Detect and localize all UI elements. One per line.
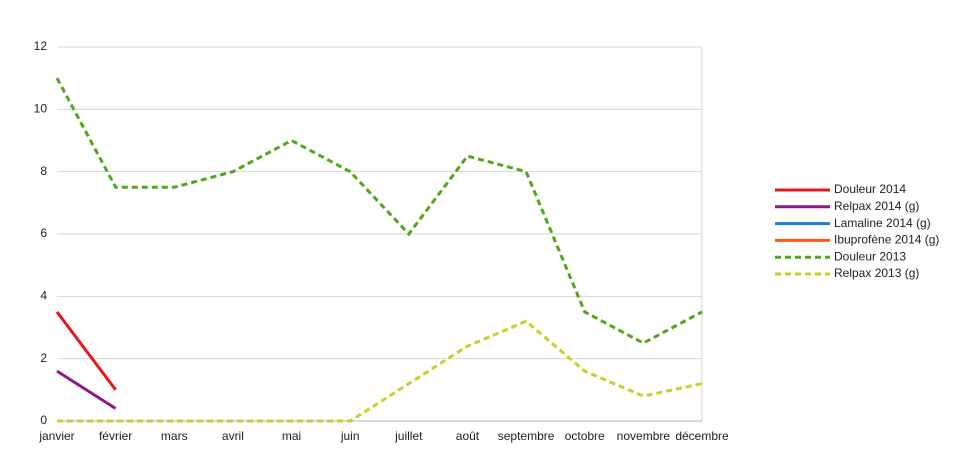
x-tick-label: mai <box>282 429 301 443</box>
legend-label: Relpax 2013 (g) <box>834 266 919 280</box>
y-tick-label: 2 <box>40 351 47 365</box>
y-tick-label: 4 <box>40 289 47 303</box>
x-tick-label: juin <box>340 429 360 443</box>
series-line <box>55 311 117 391</box>
x-tick-label: décembre <box>675 429 729 443</box>
legend-label: Douleur 2014 <box>834 182 906 196</box>
x-tick-label: juillet <box>394 429 423 443</box>
y-tick-label: 6 <box>40 226 47 240</box>
series-line <box>55 77 703 345</box>
series-line <box>57 319 703 423</box>
legend-label: Relpax 2014 (g) <box>834 199 919 213</box>
x-tick-label: août <box>456 429 480 443</box>
x-tick-label: novembre <box>617 429 671 443</box>
y-tick-label: 0 <box>40 413 47 427</box>
x-tick-label: janvier <box>38 429 74 443</box>
y-tick-label: 12 <box>34 39 48 53</box>
x-tick-label: avril <box>222 429 244 443</box>
x-tick-label: février <box>99 429 132 443</box>
legend-label: Lamaline 2014 (g) <box>834 216 931 230</box>
legend-label: Ibuprofène 2014 (g) <box>834 233 939 247</box>
legend-label: Douleur 2013 <box>834 249 906 263</box>
y-tick-label: 10 <box>34 102 48 116</box>
x-tick-label: mars <box>161 429 188 443</box>
x-tick-label: septembre <box>498 429 555 443</box>
y-tick-label: 8 <box>40 164 47 178</box>
x-tick-label: octobre <box>565 429 605 443</box>
series-line <box>56 369 117 410</box>
